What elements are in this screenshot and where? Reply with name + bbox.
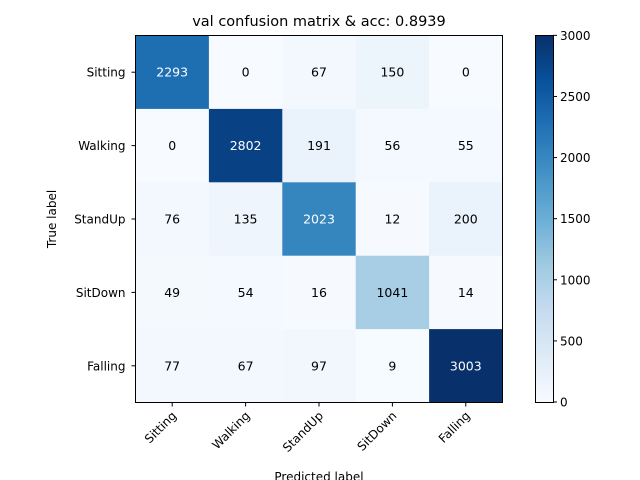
- colorbar-tick-label: 1000: [560, 273, 591, 287]
- cell-value-label: 56: [384, 138, 400, 153]
- matrix-cell: [282, 35, 357, 110]
- cell-value-label: 135: [234, 212, 258, 227]
- cell-value-label: 76: [164, 212, 180, 227]
- colorbar-tick-label: 3000: [560, 29, 591, 43]
- y-tick-label: Sitting: [87, 66, 126, 80]
- cell-value-label: 1041: [376, 285, 408, 300]
- matrix-cell: [208, 182, 283, 257]
- matrix-cell: [282, 329, 357, 403]
- x-tick-label: Falling: [436, 409, 473, 446]
- cell-value-label: 200: [454, 212, 478, 227]
- matrix-cell: [135, 108, 210, 183]
- matrix-cell: [429, 329, 503, 403]
- matrix-cell: [208, 108, 283, 183]
- cell-value-label: 2293: [156, 65, 188, 80]
- y-tick-label: Falling: [87, 359, 125, 373]
- matrix-cell: [208, 255, 283, 330]
- matrix-cell: [208, 35, 283, 110]
- colorbar-tick-label: 1500: [560, 212, 591, 226]
- x-tick-label: StandUp: [280, 409, 326, 455]
- x-tick-label: SitDown: [354, 409, 399, 454]
- matrix-cell: [429, 35, 503, 110]
- cell-value-label: 2023: [303, 212, 335, 227]
- y-tick-label: SitDown: [76, 286, 126, 300]
- cell-value-label: 150: [380, 65, 404, 80]
- x-tick-label: Walking: [209, 409, 252, 452]
- cell-value-label: 14: [458, 285, 474, 300]
- matrix-cell: [208, 329, 283, 403]
- cell-value-label: 67: [238, 358, 254, 373]
- chart-title: val confusion matrix & acc: 0.8939: [192, 14, 446, 30]
- colorbar-tick-label: 500: [560, 334, 583, 348]
- y-tick-label: StandUp: [74, 213, 125, 227]
- cell-value-label: 191: [307, 138, 331, 153]
- matrix-cell: [135, 255, 210, 330]
- cell-value-label: 2802: [230, 138, 262, 153]
- matrix-cell: [355, 35, 430, 110]
- cell-value-label: 0: [242, 65, 250, 80]
- colorbar-tick-label: 2000: [560, 151, 591, 165]
- x-tick-label: Sitting: [142, 409, 179, 446]
- y-tick-label: Walking: [78, 139, 125, 153]
- cell-value-label: 16: [311, 285, 327, 300]
- matrix-cell: [429, 182, 503, 257]
- matrix-cell: [135, 35, 210, 110]
- cell-value-label: 67: [311, 65, 327, 80]
- colorbar-tick-label: 0: [560, 396, 568, 410]
- matrix-cell: [429, 108, 503, 183]
- cell-value-label: 54: [238, 285, 254, 300]
- matrix-cell: [429, 255, 503, 330]
- colorbar-tick-label: 2500: [560, 90, 591, 104]
- cell-value-label: 0: [462, 65, 470, 80]
- cell-value-label: 97: [311, 358, 327, 373]
- cell-value-label: 77: [164, 358, 180, 373]
- cell-value-label: 55: [458, 138, 474, 153]
- colorbar: 0 500 1000 1500 2000 2500 3000: [535, 29, 591, 410]
- y-axis-label: True label: [45, 190, 59, 249]
- matrix-cell: [282, 182, 357, 257]
- matrix-cell: [282, 255, 357, 330]
- matrix-cell: [282, 108, 357, 183]
- matrix-cell: [355, 182, 430, 257]
- matrix-cell: [355, 255, 430, 330]
- matrix-cell: [135, 329, 210, 403]
- cell-value-label: 9: [388, 358, 396, 373]
- cell-value-label: 49: [164, 285, 180, 300]
- matrix-cell: [135, 182, 210, 257]
- matrix-cell: [355, 329, 430, 403]
- colorbar-gradient: [535, 35, 553, 402]
- x-axis-label: Predicted label: [274, 470, 363, 480]
- matrix-cell: [355, 108, 430, 183]
- cell-value-label: 3003: [450, 358, 482, 373]
- cell-value-label: 12: [384, 212, 400, 227]
- cell-value-label: 0: [168, 138, 176, 153]
